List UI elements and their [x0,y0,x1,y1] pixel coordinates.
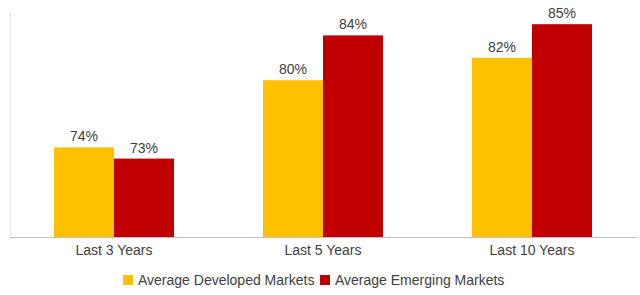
x-tick-label: Last 3 Years [75,242,152,258]
data-label: 82% [488,39,516,55]
x-axis-line [10,237,637,238]
bar [472,58,532,237]
legend-swatch [123,275,133,285]
y-axis-line [10,13,11,237]
bars [54,24,592,237]
legend-swatch [320,275,330,285]
legend: Average Developed Markets Average Emergin… [123,272,504,288]
data-label: 84% [339,16,367,32]
bar [263,80,323,237]
bar [114,159,174,237]
bar [54,147,114,237]
x-tick-label: Last 10 Years [490,242,575,258]
legend-label: Average Developed Markets [138,272,314,288]
x-tick-label: Last 5 Years [284,242,361,258]
data-label: 73% [130,140,158,156]
bar [323,35,383,237]
data-label: 74% [70,128,98,144]
data-label: 80% [279,61,307,77]
chart: 74% 80% 82% 73% 84% 85% Last 3 Years Last 5 Yea… [0,0,640,295]
bar [532,24,592,237]
data-label: 85% [548,5,576,21]
legend-label: Average Emerging Markets [335,272,504,288]
